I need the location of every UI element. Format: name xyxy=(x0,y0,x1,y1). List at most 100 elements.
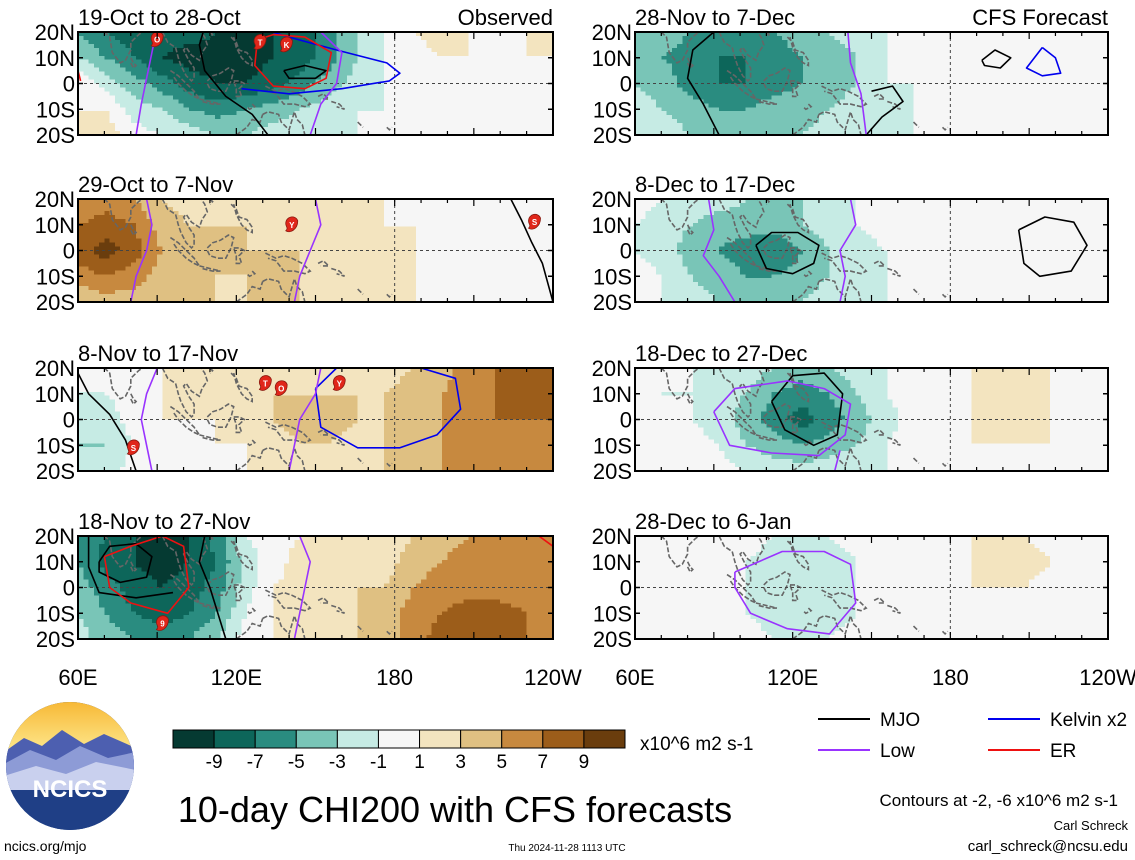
chi200-cell xyxy=(410,63,417,69)
chi200-cell xyxy=(1081,55,1088,61)
chi200-cell xyxy=(542,71,549,77)
chi200-cell xyxy=(421,83,427,89)
chi200-cell xyxy=(782,103,789,108)
chi200-cell xyxy=(315,35,322,41)
chi200-cell xyxy=(866,99,873,104)
chi200-cell xyxy=(547,83,553,89)
chi200-cell xyxy=(436,206,443,212)
chi200-cell xyxy=(1102,43,1108,49)
chi200-cell xyxy=(468,71,475,77)
chi200-cell xyxy=(273,71,280,77)
chi200-cell xyxy=(976,71,983,77)
chi200-cell xyxy=(458,99,464,104)
chi200-cell xyxy=(792,39,799,45)
chi200-cell xyxy=(310,51,317,57)
chi200-cell xyxy=(960,71,967,77)
chi200-cell xyxy=(855,32,862,37)
chi200-cell xyxy=(839,51,846,57)
chi200-cell xyxy=(787,47,794,53)
chi200-cell xyxy=(892,115,899,120)
chi200-cell xyxy=(399,51,406,57)
chi200-cell xyxy=(1029,95,1036,100)
chi200-cell xyxy=(378,87,385,93)
chi200-cell xyxy=(426,127,433,132)
chi200-cell xyxy=(315,59,322,65)
chi200-cell xyxy=(656,123,662,128)
chi200-cell xyxy=(341,99,348,104)
chi200-cell xyxy=(866,47,873,53)
chi200-cell xyxy=(468,39,475,45)
chi200-cell xyxy=(109,43,116,49)
chi200-cell xyxy=(537,199,544,204)
chi200-cell xyxy=(882,32,888,37)
chi200-cell xyxy=(992,99,999,104)
chi200-cell xyxy=(987,39,993,45)
chi200-cell xyxy=(479,59,485,65)
chi200-cell xyxy=(981,43,988,49)
chi200-cell xyxy=(405,83,412,89)
chi200-cell xyxy=(713,107,720,112)
chi200-cell xyxy=(755,111,762,116)
chi200-cell xyxy=(829,35,836,41)
chi200-cell xyxy=(431,206,438,212)
chi200-cell xyxy=(882,75,888,81)
chi200-cell xyxy=(516,103,522,108)
chi200-cell xyxy=(294,111,301,116)
chi200-cell xyxy=(83,55,90,61)
chi200-cell xyxy=(1086,43,1093,49)
chi200-cell xyxy=(516,32,522,37)
chi200-cell xyxy=(997,83,1004,89)
chi200-cell xyxy=(99,63,105,69)
chi200-cell xyxy=(347,35,354,41)
chi200-cell xyxy=(542,127,549,132)
chi200-cell xyxy=(273,127,280,132)
chi200-cell xyxy=(960,79,967,85)
chi200-cell xyxy=(204,206,211,212)
chi200-cell xyxy=(368,43,375,49)
chi200-cell xyxy=(960,43,967,49)
chi200-cell xyxy=(729,32,736,37)
chi200-cell xyxy=(225,131,232,135)
chi200-cell xyxy=(1060,87,1067,93)
chi200-cell xyxy=(315,43,322,49)
chi200-cell xyxy=(892,119,899,124)
chi200-cell xyxy=(692,39,699,45)
chi200-cell xyxy=(468,119,475,124)
chi200-cell xyxy=(787,39,794,45)
chi200-cell xyxy=(268,75,274,81)
chi200-cell xyxy=(431,115,438,120)
chi200-cell xyxy=(992,43,999,49)
chi200-cell xyxy=(850,79,857,85)
chi200-cell xyxy=(299,131,306,135)
chi200-cell xyxy=(897,67,904,73)
chi200-cell xyxy=(537,127,544,132)
chi200-cell xyxy=(1076,79,1083,85)
chi200-cell xyxy=(299,99,306,104)
chi200-cell xyxy=(336,111,343,116)
chi200-cell xyxy=(310,99,317,104)
chi200-cell xyxy=(310,103,317,108)
chi200-cell xyxy=(981,51,988,57)
chi200-cell xyxy=(1023,83,1030,89)
chi200-cell xyxy=(83,43,90,49)
chi200-cell xyxy=(99,32,105,37)
chi200-cell xyxy=(130,43,137,49)
chi200-cell xyxy=(855,99,862,104)
chi200-cell xyxy=(945,131,951,135)
chi200-cell xyxy=(635,75,641,81)
chi200-cell xyxy=(645,39,652,45)
chi200-cell xyxy=(262,63,269,69)
chi200-cell xyxy=(797,83,804,89)
chi200-cell xyxy=(818,87,825,93)
chi200-cell xyxy=(220,63,227,69)
chi200-cell xyxy=(987,107,993,112)
chi200-cell xyxy=(436,32,443,37)
chi200-cell xyxy=(729,111,736,116)
chi200-cell xyxy=(120,95,127,100)
chi200-cell xyxy=(120,127,127,132)
chi200-cell xyxy=(1044,91,1051,96)
chi200-cell xyxy=(494,63,501,69)
chi200-cell xyxy=(1023,35,1030,41)
chi200-cell xyxy=(955,67,962,73)
chi200-cell xyxy=(729,87,736,93)
